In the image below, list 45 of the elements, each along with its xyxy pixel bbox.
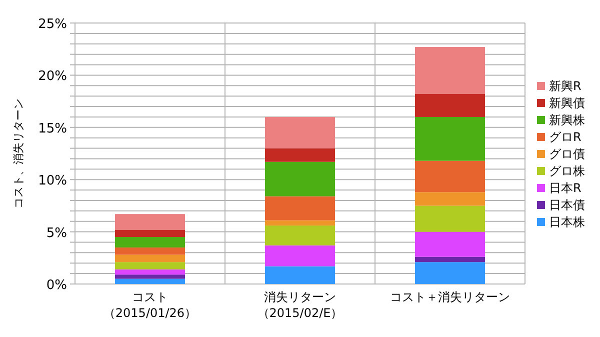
bar (115, 214, 185, 230)
legend-label: グロR (549, 130, 582, 144)
legend-label: 新興R (549, 79, 582, 93)
legend-label: 新興株 (549, 113, 585, 127)
x-tick-label: コスト＋消失リターン (389, 289, 511, 305)
bar (265, 220, 335, 226)
legend-label: 日本R (549, 181, 582, 195)
bar (265, 196, 335, 220)
bar (115, 274, 185, 279)
bar (115, 254, 185, 262)
legend-label: 新興債 (549, 96, 585, 110)
bar (415, 160, 485, 192)
bar (415, 256, 485, 262)
y-tick-label: 10% (38, 174, 67, 189)
bar (415, 47, 485, 94)
y-tick-label: 15% (38, 121, 67, 136)
legend-label: グロ債 (549, 147, 585, 161)
bar (265, 116, 335, 148)
bar (415, 116, 485, 161)
x-tick-label: コスト（2015/01/26） (102, 289, 198, 321)
x-tick-label: 消失リターン（2015/02/E） (256, 289, 344, 321)
bar (265, 148, 335, 162)
bar (115, 269, 185, 275)
bar (265, 245, 335, 266)
bar (115, 230, 185, 238)
bar (115, 278, 185, 284)
bar (115, 262, 185, 270)
bar (265, 266, 335, 284)
legend-label: 日本債 (549, 198, 585, 212)
y-axis-title: コスト、消失リターン (12, 98, 25, 208)
legend-label: グロ株 (549, 164, 585, 178)
bar (415, 94, 485, 117)
y-tick-label: 5% (46, 226, 67, 241)
bar (265, 226, 335, 246)
bar (415, 192, 485, 206)
bar (415, 232, 485, 257)
bar (415, 206, 485, 232)
bar (415, 262, 485, 284)
bar (115, 237, 185, 248)
legend-label: 日本株 (549, 215, 585, 229)
bar (265, 162, 335, 196)
bar (115, 247, 185, 255)
y-tick-label: 25% (38, 17, 67, 32)
y-tick-label: 0% (46, 278, 67, 293)
y-tick-label: 20% (38, 69, 67, 84)
